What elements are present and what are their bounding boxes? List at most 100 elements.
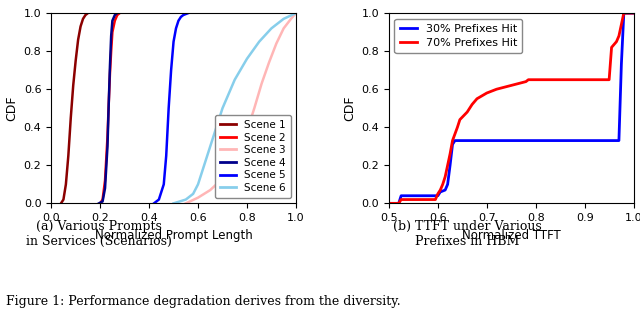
Scene 1 xyxy=(74,38,82,42)
Scene 4 xyxy=(101,186,109,190)
30% Prefixes Hit xyxy=(395,201,403,205)
Scene 1 xyxy=(84,11,92,15)
Line: Scene 3: Scene 3 xyxy=(186,13,296,203)
Scene 3 xyxy=(250,106,258,110)
Scene 2 xyxy=(116,11,124,15)
Scene 6 xyxy=(182,197,189,201)
70% Prefixes Hit xyxy=(483,91,491,95)
Scene 5 xyxy=(177,15,185,19)
70% Prefixes Hit xyxy=(397,197,405,201)
Line: 30% Prefixes Hit: 30% Prefixes Hit xyxy=(389,13,634,203)
Scene 4 xyxy=(111,13,118,17)
Scene 6 xyxy=(207,144,214,148)
Scene 5 xyxy=(175,19,182,23)
Scene 2 xyxy=(101,178,109,182)
Scene 2 xyxy=(111,19,118,23)
Scene 1 xyxy=(65,154,72,158)
Scene 2 xyxy=(106,72,114,76)
30% Prefixes Hit xyxy=(446,163,454,167)
Legend: Scene 1, Scene 2, Scene 3, Scene 4, Scene 5, Scene 6: Scene 1, Scene 2, Scene 3, Scene 4, Scen… xyxy=(214,115,291,198)
Scene 2 xyxy=(109,30,116,34)
Scene 6 xyxy=(199,167,207,171)
70% Prefixes Hit xyxy=(454,125,461,129)
Text: (a) Various Prompts
in Services (Scenarios): (a) Various Prompts in Services (Scenari… xyxy=(26,220,172,248)
30% Prefixes Hit xyxy=(436,190,444,194)
70% Prefixes Hit xyxy=(446,152,454,156)
70% Prefixes Hit xyxy=(436,188,444,192)
Scene 5 xyxy=(184,11,192,15)
70% Prefixes Hit xyxy=(630,11,637,15)
30% Prefixes Hit xyxy=(385,201,393,205)
Scene 2 xyxy=(113,13,121,17)
30% Prefixes Hit xyxy=(434,194,442,198)
70% Prefixes Hit xyxy=(508,83,515,87)
Scene 3 xyxy=(194,196,202,200)
Scene 3 xyxy=(273,42,280,46)
Scene 3 xyxy=(231,159,239,163)
Scene 5 xyxy=(155,197,163,201)
Scene 1 xyxy=(60,197,67,201)
Scene 3 xyxy=(238,144,246,148)
Scene 3 xyxy=(207,188,214,192)
Y-axis label: CDF: CDF xyxy=(343,95,356,121)
Scene 4 xyxy=(108,34,115,38)
Scene 1 xyxy=(79,17,87,21)
Scene 5 xyxy=(165,106,173,110)
Text: (b) TTFT under Various
Prefixes in HBM: (b) TTFT under Various Prefixes in HBM xyxy=(393,220,541,248)
Scene 3 xyxy=(287,17,295,21)
Scene 1 xyxy=(57,201,65,205)
30% Prefixes Hit xyxy=(618,63,625,67)
Scene 4 xyxy=(104,144,111,148)
Scene 3 xyxy=(292,11,300,15)
Scene 5 xyxy=(179,13,187,17)
70% Prefixes Hit xyxy=(434,192,442,196)
70% Prefixes Hit xyxy=(620,11,628,15)
70% Prefixes Hit xyxy=(525,78,532,82)
30% Prefixes Hit xyxy=(397,194,405,198)
70% Prefixes Hit xyxy=(615,34,623,38)
Line: Scene 4: Scene 4 xyxy=(99,13,117,203)
70% Prefixes Hit xyxy=(463,110,471,114)
70% Prefixes Hit xyxy=(493,87,500,91)
70% Prefixes Hit xyxy=(608,45,616,49)
Scene 1 xyxy=(62,182,70,186)
Line: Scene 1: Scene 1 xyxy=(61,13,88,203)
Scene 5 xyxy=(150,201,158,205)
Scene 4 xyxy=(113,11,121,15)
Scene 3 xyxy=(258,82,266,86)
30% Prefixes Hit xyxy=(630,11,637,15)
Scene 2 xyxy=(104,135,111,139)
Scene 6 xyxy=(194,182,202,186)
Scene 1 xyxy=(69,83,77,87)
Scene 6 xyxy=(231,78,239,82)
Scene 1 xyxy=(72,59,79,63)
Scene 2 xyxy=(99,197,106,201)
Scene 3 xyxy=(265,61,273,65)
70% Prefixes Hit xyxy=(442,175,449,179)
30% Prefixes Hit xyxy=(615,139,623,143)
Scene 3 xyxy=(243,129,251,133)
Scene 4 xyxy=(105,102,113,106)
Line: Scene 2: Scene 2 xyxy=(100,13,120,203)
70% Prefixes Hit xyxy=(456,118,464,122)
Scene 6 xyxy=(268,26,275,30)
Scene 2 xyxy=(105,102,113,106)
70% Prefixes Hit xyxy=(449,139,456,143)
Legend: 30% Prefixes Hit, 70% Prefixes Hit: 30% Prefixes Hit, 70% Prefixes Hit xyxy=(394,19,522,53)
Scene 1 xyxy=(77,25,84,29)
Scene 5 xyxy=(167,68,175,72)
70% Prefixes Hit xyxy=(522,80,530,84)
Scene 5 xyxy=(172,26,180,30)
Line: Scene 5: Scene 5 xyxy=(154,13,188,203)
X-axis label: Normalized Prompt Length: Normalized Prompt Length xyxy=(95,229,252,242)
30% Prefixes Hit xyxy=(451,139,459,143)
70% Prefixes Hit xyxy=(473,97,481,101)
Scene 2 xyxy=(96,201,104,205)
30% Prefixes Hit xyxy=(442,188,449,192)
X-axis label: Normalized TTFT: Normalized TTFT xyxy=(462,229,561,242)
Scene 4 xyxy=(99,199,106,203)
Text: Figure 1: Performance degradation derives from the diversity.: Figure 1: Performance degradation derive… xyxy=(6,295,401,308)
Scene 3 xyxy=(182,201,189,205)
30% Prefixes Hit xyxy=(620,11,628,15)
70% Prefixes Hit xyxy=(395,201,403,205)
